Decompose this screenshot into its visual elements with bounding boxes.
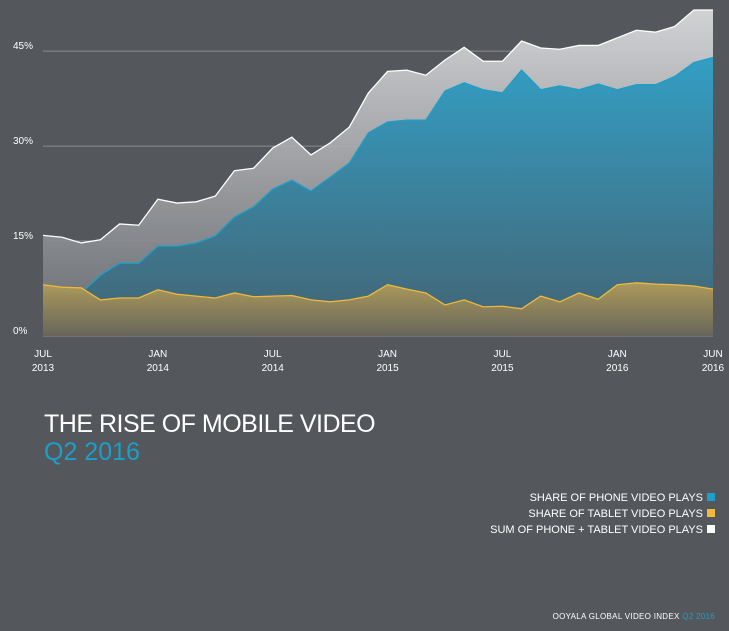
chart: 0% 15% 30% 45% — [13, 9, 714, 337]
y-tick-label: 0% — [13, 326, 28, 337]
y-tick-label: 45% — [13, 41, 33, 52]
legend-swatch — [707, 493, 715, 501]
area — [43, 282, 713, 336]
legend-swatch — [707, 525, 715, 533]
x-tick-label: JUL 2014 — [261, 349, 284, 374]
line — [42, 56, 714, 294]
chart-title: THE RISE OF MOBILE VIDEO — [44, 410, 376, 438]
line — [42, 282, 714, 310]
x-tick-label: JUL 2015 — [491, 349, 514, 374]
legend-label: SUM OF PHONE + TABLET VIDEO PLAYS — [490, 524, 703, 536]
x-tick-label: JAN 2014 — [146, 349, 169, 374]
x-tick-label: JUN 2016 — [701, 349, 725, 374]
legend: SHARE OF PHONE VIDEO PLAYS SHARE OF TABLE… — [490, 490, 715, 538]
area — [43, 57, 713, 336]
x-tick-label: JUL 2013 — [31, 349, 55, 374]
footer-text: OOYALA GLOBAL VIDEO INDEX — [552, 612, 680, 621]
legend-label: SHARE OF PHONE VIDEO PLAYS — [529, 492, 703, 504]
legend-label: SHARE OF TABLET VIDEO PLAYS — [528, 508, 703, 520]
legend-item: SHARE OF TABLET VIDEO PLAYS — [490, 506, 715, 522]
footer: OOYALA GLOBAL VIDEO INDEX Q2 2016 — [553, 612, 715, 621]
footer-highlight: Q2 2016 — [682, 612, 715, 621]
x-tick-label: JAN 2015 — [376, 349, 399, 374]
legend-swatch — [707, 509, 715, 517]
legend-item: SHARE OF PHONE VIDEO PLAYS — [490, 490, 715, 506]
chart-subtitle: Q2 2016 — [44, 438, 140, 466]
y-tick-label: 30% — [13, 136, 33, 147]
line — [42, 9, 713, 244]
legend-item: SUM OF PHONE + TABLET VIDEO PLAYS — [490, 522, 715, 538]
y-tick-label: 15% — [13, 231, 33, 242]
x-tick-label: JAN 2016 — [606, 349, 629, 374]
